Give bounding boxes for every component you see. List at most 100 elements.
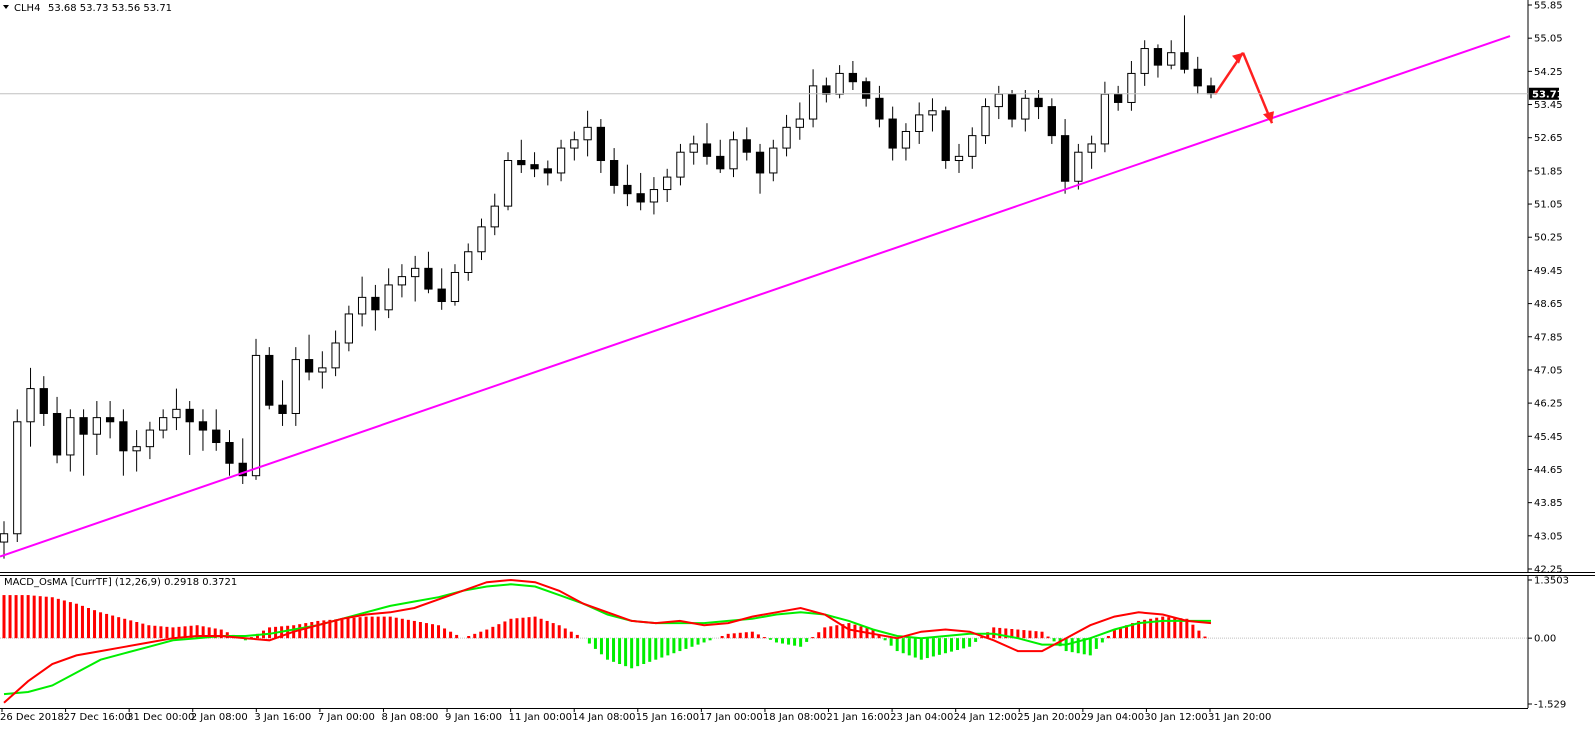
price-tick-label: 55.05 bbox=[1534, 34, 1563, 45]
candle bbox=[769, 139, 778, 182]
price-tick-label: 52.65 bbox=[1534, 133, 1563, 144]
candle-body-down bbox=[888, 118, 897, 149]
candle bbox=[26, 367, 35, 447]
candle bbox=[915, 102, 924, 144]
candle-body-up bbox=[450, 271, 460, 303]
candle-body-down bbox=[1034, 97, 1043, 108]
trendline-layer bbox=[0, 35, 1511, 558]
candle bbox=[344, 305, 354, 352]
candle bbox=[649, 177, 659, 215]
candle-body-down bbox=[702, 143, 712, 157]
candle-body-up bbox=[291, 359, 300, 414]
price-tick-label: 50.25 bbox=[1534, 233, 1563, 244]
candle-body-down bbox=[1153, 48, 1163, 66]
candle bbox=[1021, 90, 1030, 132]
candle bbox=[888, 106, 897, 161]
candle-body-up bbox=[251, 354, 261, 477]
indicator-label: MACD_OsMA [CurrTF] (12,26,9) 0.2918 0.37… bbox=[4, 577, 237, 588]
candle-body-up bbox=[318, 367, 327, 373]
candle bbox=[676, 143, 685, 186]
candle-body-up bbox=[331, 342, 340, 369]
candle-body-up bbox=[464, 251, 473, 273]
candle-body-down bbox=[716, 155, 725, 170]
candle-body-up bbox=[1167, 52, 1176, 66]
candle bbox=[119, 409, 128, 476]
candle bbox=[0, 521, 9, 559]
candle-body-down bbox=[1206, 85, 1216, 95]
candle-body-up bbox=[411, 267, 420, 278]
candle bbox=[105, 401, 115, 439]
candle bbox=[490, 193, 499, 236]
candle-body-up bbox=[145, 429, 155, 448]
candle bbox=[79, 409, 88, 476]
time-tick-label: 25 Jan 20:00 bbox=[1017, 712, 1080, 723]
candle bbox=[994, 85, 1003, 120]
candle bbox=[1007, 90, 1017, 128]
candle bbox=[702, 123, 712, 165]
candle bbox=[159, 409, 168, 439]
candle-body-down bbox=[530, 164, 539, 170]
candle-body-up bbox=[994, 93, 1003, 108]
candle-body-down bbox=[424, 267, 433, 290]
candle-body-up bbox=[13, 421, 22, 535]
candle-body-down bbox=[517, 160, 526, 166]
candle-body-up bbox=[384, 284, 393, 311]
candle-body-down bbox=[238, 462, 247, 477]
candle bbox=[1153, 44, 1163, 78]
candle bbox=[636, 172, 645, 211]
price-tick-label: 45.45 bbox=[1534, 432, 1563, 443]
candle bbox=[503, 152, 513, 211]
candle-body-up bbox=[26, 388, 35, 423]
price-tick-label: 47.85 bbox=[1534, 332, 1563, 343]
candle bbox=[1114, 85, 1123, 111]
candle bbox=[477, 218, 486, 261]
candle bbox=[755, 143, 765, 194]
candle-body-up bbox=[1074, 151, 1083, 182]
time-tick-label: 9 Jan 16:00 bbox=[445, 712, 502, 723]
candle-body-down bbox=[265, 354, 274, 406]
candle bbox=[928, 98, 937, 132]
candle-body-up bbox=[954, 155, 964, 162]
indicator-axis: 1.3503 0.00 -1.529 bbox=[1528, 576, 1569, 711]
candle bbox=[384, 268, 393, 319]
candle-body-down bbox=[755, 151, 765, 174]
candle-body-down bbox=[119, 421, 128, 452]
candle-body-up bbox=[583, 126, 592, 141]
candle bbox=[782, 114, 791, 157]
candle bbox=[822, 77, 831, 103]
candle-body-up bbox=[689, 143, 698, 153]
dropdown-triangle-icon[interactable] bbox=[3, 5, 9, 9]
price-tick-label: 47.05 bbox=[1534, 365, 1563, 376]
indicator-tick-label: 1.3503 bbox=[1534, 576, 1569, 587]
candle-body-up bbox=[729, 139, 738, 170]
time-tick-label: 3 Jan 16:00 bbox=[254, 712, 311, 723]
time-tick-label: 14 Jan 08:00 bbox=[572, 712, 635, 723]
candle-body-up bbox=[1021, 97, 1030, 120]
candle-body-down bbox=[861, 81, 871, 99]
price-axis: 55.85 55.05 54.25 53.45 52.65 51.85 51.05 50.25… bbox=[1528, 1, 1563, 576]
support-trendline[interactable] bbox=[0, 35, 1511, 558]
candle-body-down bbox=[371, 296, 380, 311]
price-tick-label: 53.45 bbox=[1534, 100, 1563, 111]
candle bbox=[145, 421, 155, 460]
candle-body-down bbox=[742, 139, 751, 153]
time-tick-label: 21 Jan 16:00 bbox=[827, 712, 890, 723]
time-tick-label: 2 Jan 08:00 bbox=[191, 712, 248, 723]
candle-body-up bbox=[795, 118, 804, 128]
candle bbox=[968, 127, 977, 169]
candle bbox=[1206, 77, 1216, 99]
candle bbox=[663, 168, 672, 202]
candle-body-down bbox=[941, 110, 950, 162]
time-tick-label: 11 Jan 00:00 bbox=[509, 712, 572, 723]
candle-body-up bbox=[769, 147, 778, 174]
candle bbox=[52, 396, 62, 464]
time-tick-label: 17 Jan 00:00 bbox=[699, 712, 762, 723]
candle bbox=[742, 127, 751, 161]
candle bbox=[583, 110, 592, 157]
candle bbox=[185, 401, 194, 455]
candle-body-down bbox=[105, 417, 115, 423]
candle-body-up bbox=[159, 417, 168, 431]
candle bbox=[1127, 60, 1136, 111]
candle-body-down bbox=[1007, 93, 1017, 120]
